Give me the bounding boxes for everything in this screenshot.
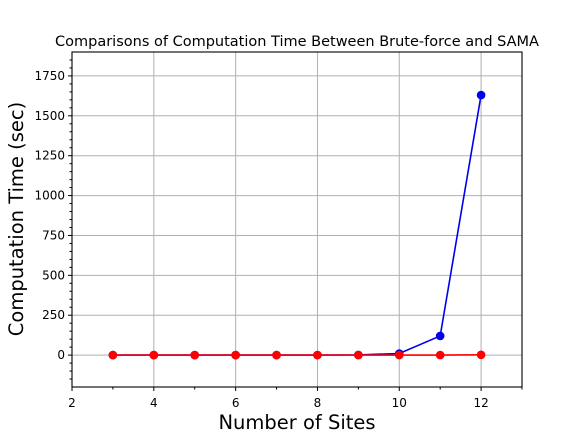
x-tick-label: 6: [232, 396, 240, 410]
y-tick-label: 1250: [34, 149, 65, 163]
y-tick-label: 750: [42, 228, 65, 242]
series-point-2: [149, 350, 159, 360]
series-point-2: [354, 350, 363, 360]
x-tick-label: 2: [68, 396, 76, 410]
series-point-1: [435, 331, 445, 341]
y-tick-label: 1500: [34, 109, 65, 123]
y-axis-label: Computation Time (sec): [5, 102, 28, 336]
series-point-2: [435, 350, 445, 360]
x-axis-label: Number of Sites: [218, 411, 375, 434]
y-tick-label: 250: [42, 308, 65, 322]
series-point-2: [190, 350, 200, 360]
series-point-2: [394, 350, 404, 360]
axis-ticks: 2 4 6 8 10 12 0 250 500 750 1000 1250 1500 1750: [34, 59, 523, 410]
grid-lines: [71, 52, 522, 387]
x-tick-label: 8: [314, 396, 322, 410]
chart-title: Comparisons of Computation Time Between …: [55, 34, 539, 50]
plot-area-frame: [71, 51, 523, 388]
x-tick-label: 10: [392, 396, 407, 410]
series-point-1: [476, 90, 486, 100]
y-tick-label: 1000: [34, 189, 65, 203]
series-point-2: [476, 350, 486, 360]
series-point-2: [313, 350, 322, 360]
series-point-2: [108, 350, 118, 360]
y-tick-label: 0: [57, 348, 65, 362]
series-point-2: [231, 350, 240, 360]
y-tick-label: 1750: [34, 69, 65, 83]
x-tick-label: 12: [473, 396, 488, 410]
series-line-1: [112, 94, 482, 356]
series-point-2: [272, 350, 281, 360]
data-series: [108, 90, 486, 360]
y-tick-label: 500: [42, 268, 65, 282]
x-tick-label: 4: [150, 396, 158, 410]
